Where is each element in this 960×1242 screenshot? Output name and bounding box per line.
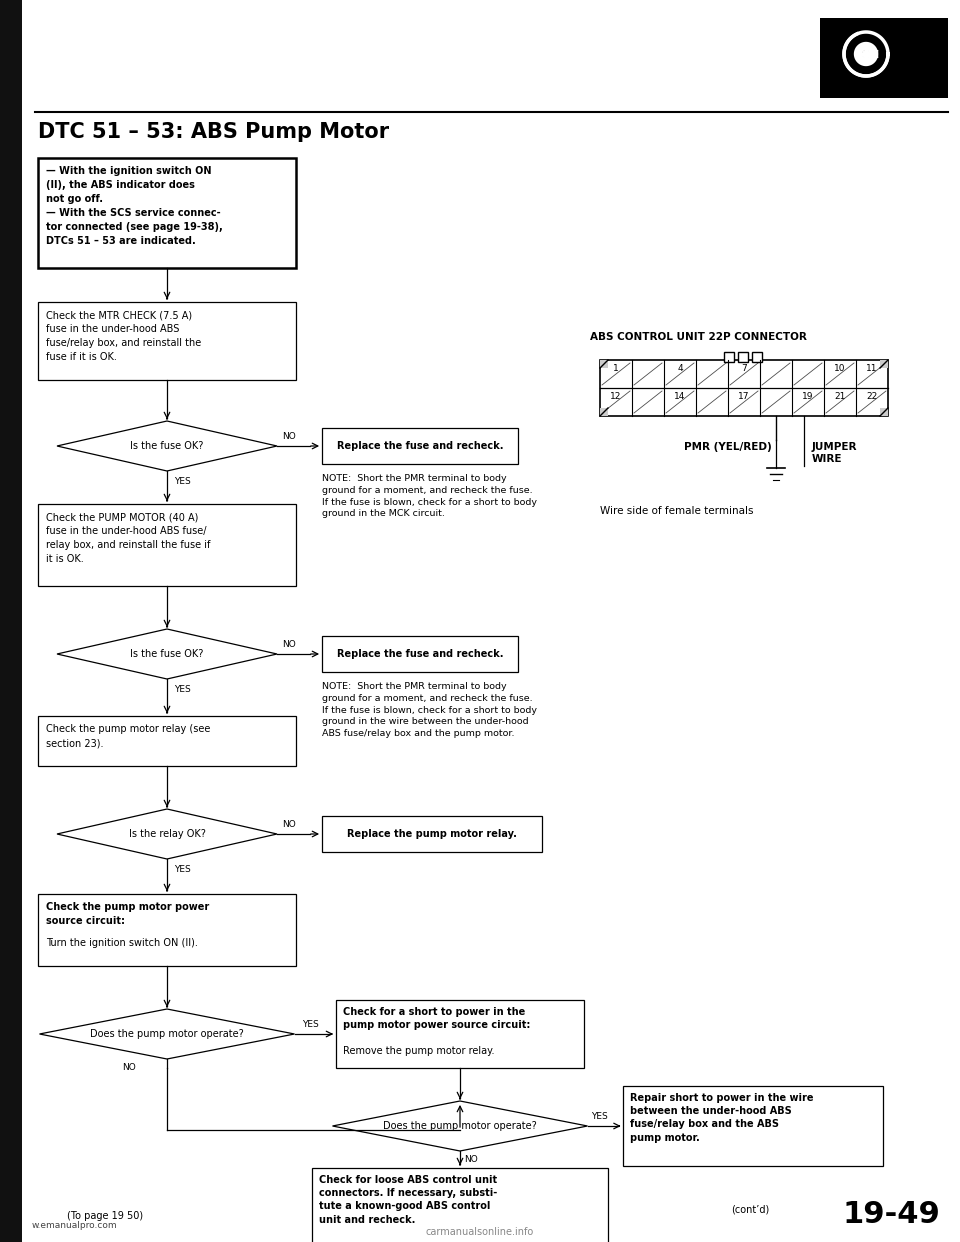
Text: ABS CONTROL UNIT 22P CONNECTOR: ABS CONTROL UNIT 22P CONNECTOR <box>590 332 806 342</box>
Text: Wire side of female terminals: Wire side of female terminals <box>600 505 754 515</box>
Text: Check the pump motor power
source circuit:: Check the pump motor power source circui… <box>46 902 209 927</box>
Text: w.emanualpro.com: w.emanualpro.com <box>32 1221 118 1230</box>
Text: Replace the fuse and recheck.: Replace the fuse and recheck. <box>337 441 503 451</box>
Text: YES: YES <box>174 864 191 874</box>
Text: 19-49: 19-49 <box>842 1200 940 1230</box>
Bar <box>322 636 518 672</box>
Text: Turn the ignition switch ON (II).: Turn the ignition switch ON (II). <box>46 938 198 948</box>
Text: 7: 7 <box>741 364 747 373</box>
Text: 21: 21 <box>834 392 846 401</box>
Text: Does the pump motor operate?: Does the pump motor operate? <box>383 1122 537 1131</box>
Text: Does the pump motor operate?: Does the pump motor operate? <box>90 1030 244 1040</box>
Text: 10: 10 <box>834 364 846 373</box>
Text: PMR (YEL/RED): PMR (YEL/RED) <box>684 442 772 452</box>
Bar <box>38 715 296 766</box>
Text: (cont’d): (cont’d) <box>731 1205 769 1215</box>
Text: NOTE:  Short the PMR terminal to body
ground for a moment, and recheck the fuse.: NOTE: Short the PMR terminal to body gro… <box>322 682 537 738</box>
Text: (To page 19 50): (To page 19 50) <box>67 1211 143 1221</box>
Text: NO: NO <box>282 820 296 828</box>
Text: YES: YES <box>591 1112 609 1122</box>
Bar <box>724 351 734 361</box>
Text: Remove the pump motor relay.: Remove the pump motor relay. <box>343 1046 494 1056</box>
Polygon shape <box>39 1009 295 1059</box>
Text: ABS: ABS <box>873 62 907 77</box>
Text: carmanualsonline.info: carmanualsonline.info <box>426 1227 534 1237</box>
Text: 1: 1 <box>613 364 619 373</box>
Text: YES: YES <box>174 686 191 694</box>
Bar <box>752 351 762 361</box>
Text: Check the PUMP MOTOR (40 A)
fuse in the under-hood ABS fuse/
relay box, and rein: Check the PUMP MOTOR (40 A) fuse in the … <box>46 512 210 564</box>
Text: Is the relay OK?: Is the relay OK? <box>129 828 205 840</box>
Text: Check the pump motor relay (see
section 23).: Check the pump motor relay (see section … <box>46 724 210 748</box>
Text: DTC 51 – 53: ABS Pump Motor: DTC 51 – 53: ABS Pump Motor <box>38 122 389 142</box>
Bar <box>322 816 542 852</box>
Text: Check for loose ABS control unit
connectors. If necessary, substi-
tute a known-: Check for loose ABS control unit connect… <box>319 1175 497 1225</box>
Bar <box>312 1167 608 1242</box>
Text: 4: 4 <box>677 364 683 373</box>
Text: NO: NO <box>282 640 296 650</box>
Text: 19: 19 <box>803 392 814 401</box>
Text: Check for a short to power in the
pump motor power source circuit:: Check for a short to power in the pump m… <box>343 1007 530 1030</box>
Bar <box>820 17 948 98</box>
Bar <box>880 360 888 368</box>
Bar <box>600 360 608 368</box>
Text: 11: 11 <box>866 364 877 373</box>
Bar <box>38 894 296 966</box>
Text: Is the fuse OK?: Is the fuse OK? <box>131 441 204 451</box>
Text: JUMPER
WIRE: JUMPER WIRE <box>812 442 857 465</box>
Bar <box>880 409 888 416</box>
Bar <box>738 351 748 361</box>
Bar <box>600 360 888 416</box>
Text: NO: NO <box>122 1063 135 1072</box>
Bar <box>38 504 296 586</box>
Text: 12: 12 <box>611 392 622 401</box>
Text: YES: YES <box>302 1020 319 1030</box>
Bar <box>38 302 296 380</box>
Bar <box>600 409 608 416</box>
Polygon shape <box>57 421 277 471</box>
Text: YES: YES <box>174 477 191 486</box>
Bar <box>38 158 296 268</box>
Text: Replace the fuse and recheck.: Replace the fuse and recheck. <box>337 650 503 660</box>
Text: Replace the pump motor relay.: Replace the pump motor relay. <box>348 828 516 840</box>
Text: — With the ignition switch ON
(II), the ABS indicator does
not go off.
— With th: — With the ignition switch ON (II), the … <box>46 166 223 246</box>
Polygon shape <box>332 1100 588 1151</box>
Text: Check the MTR CHECK (7.5 A)
fuse in the under-hood ABS
fuse/relay box, and reins: Check the MTR CHECK (7.5 A) fuse in the … <box>46 310 202 361</box>
Bar <box>322 428 518 465</box>
Bar <box>336 1000 584 1068</box>
Text: 14: 14 <box>674 392 685 401</box>
Text: NOTE:  Short the PMR terminal to body
ground for a moment, and recheck the fuse.: NOTE: Short the PMR terminal to body gro… <box>322 474 537 518</box>
Text: NO: NO <box>464 1155 478 1164</box>
Bar <box>0 0 22 1242</box>
Polygon shape <box>57 809 277 859</box>
Polygon shape <box>57 628 277 679</box>
Text: Is the fuse OK?: Is the fuse OK? <box>131 650 204 660</box>
Text: 17: 17 <box>738 392 750 401</box>
Text: 22: 22 <box>866 392 877 401</box>
Bar <box>623 1086 883 1166</box>
Text: Repair short to power in the wire
between the under-hood ABS
fuse/relay box and : Repair short to power in the wire betwee… <box>630 1093 813 1143</box>
Text: NO: NO <box>282 432 296 441</box>
